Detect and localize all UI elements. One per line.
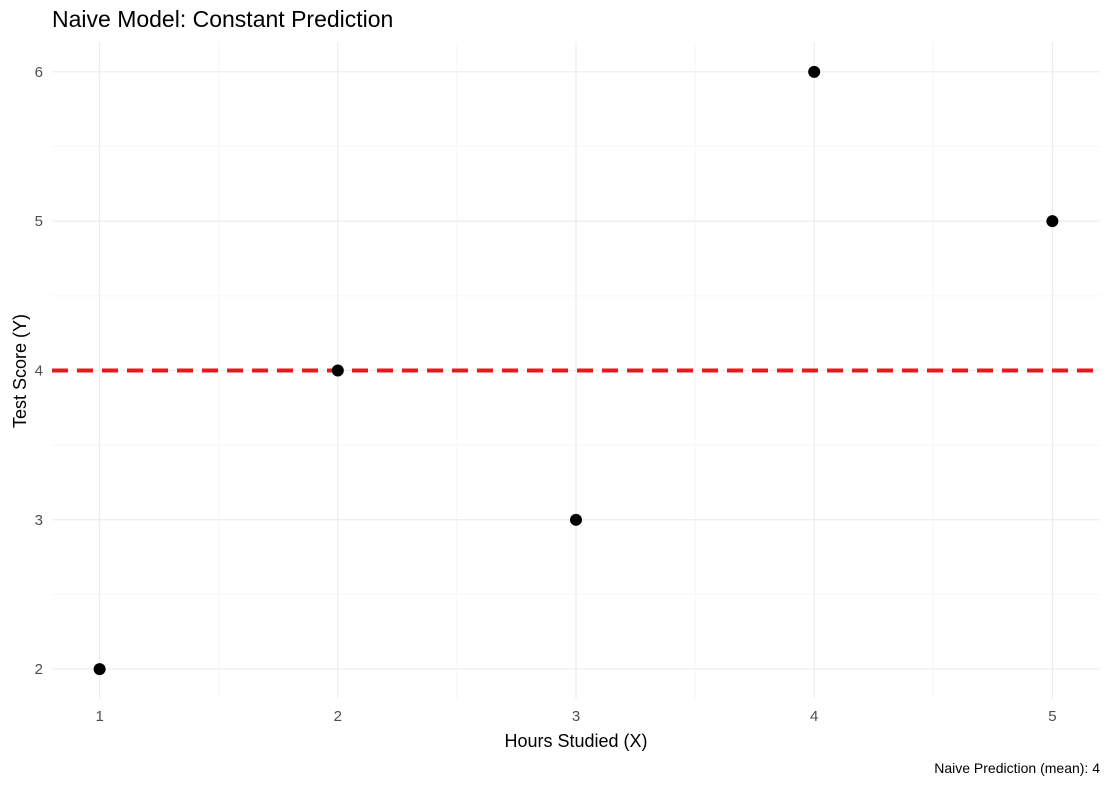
data-point — [570, 513, 582, 526]
x-tick-label: 2 — [334, 708, 342, 725]
y-tick-label: 2 — [35, 661, 43, 678]
data-points — [93, 65, 1059, 676]
data-point — [1046, 215, 1059, 228]
y-tick-label: 5 — [35, 213, 43, 230]
y-tick-label: 4 — [35, 363, 43, 380]
data-point — [331, 364, 344, 377]
x-tick-labels: 1 2 3 4 5 — [95, 708, 1056, 725]
x-tick-label: 5 — [1048, 708, 1056, 725]
caption: Naive Prediction (mean): 4 — [934, 760, 1100, 776]
y-tick-label: 6 — [35, 64, 43, 81]
y-tick-label: 3 — [35, 512, 43, 529]
data-point — [808, 65, 821, 78]
x-tick-label: 4 — [810, 708, 818, 725]
x-tick-label: 3 — [572, 708, 580, 725]
x-tick-label: 1 — [95, 708, 103, 725]
y-axis-label: Test Score (Y) — [10, 314, 30, 428]
chart-title: Naive Model: Constant Prediction — [52, 6, 393, 32]
x-axis-label: Hours Studied (X) — [504, 731, 647, 751]
data-point — [93, 663, 106, 676]
y-tick-labels: 2 3 4 5 6 — [35, 64, 43, 678]
